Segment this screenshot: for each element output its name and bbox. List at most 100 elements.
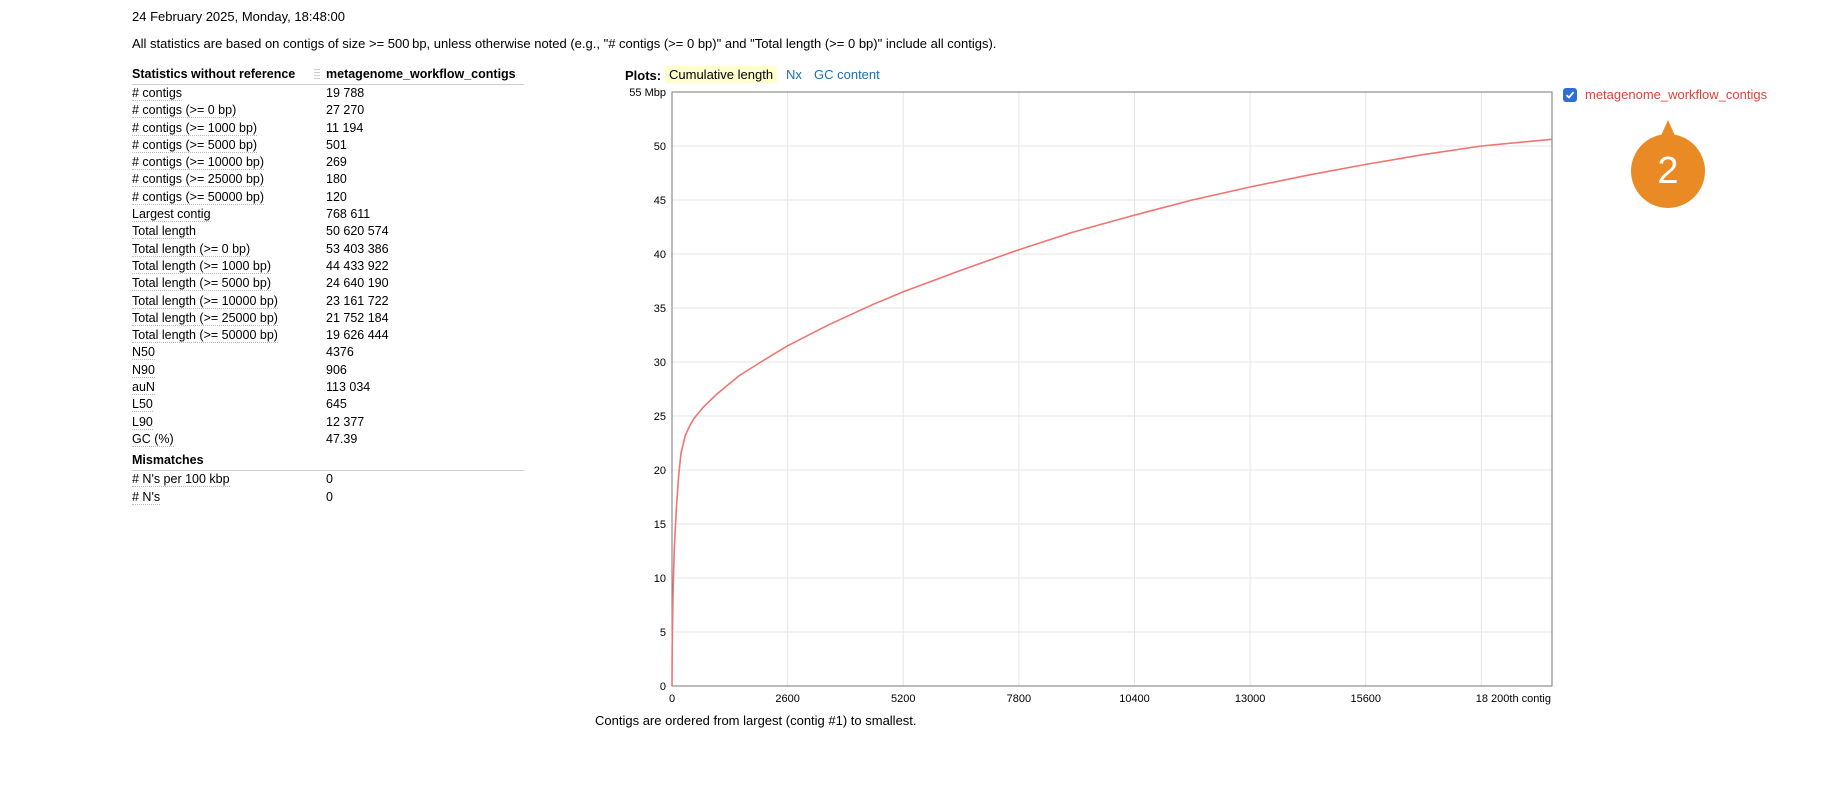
column-header-assembly[interactable]: metagenome_workflow_contigs	[326, 67, 516, 81]
y-tick-label: 0	[660, 681, 666, 693]
metric-value: 47.39	[326, 431, 358, 446]
metric-label[interactable]: L50	[132, 396, 153, 413]
metric-label-text: auN	[132, 380, 155, 396]
table-row: Total length 50 620 574	[132, 223, 524, 240]
table-row: auN 113 034	[132, 379, 524, 396]
statistics-table-header: Statistics without reference metagenome_…	[132, 67, 524, 85]
metric-label-text: Total length	[132, 224, 196, 240]
cumulative-length-chart: 0 5 10 15 20 25 30 35 40 45 50 55 Mbp 0 2600 5200 7800 1…	[629, 87, 1553, 705]
metric-value: 4376	[326, 345, 354, 360]
legend-checkbox[interactable]	[1563, 88, 1577, 102]
x-tick-label: 15600	[1350, 693, 1381, 705]
metric-label-text: L50	[132, 397, 153, 413]
metric-label[interactable]: # contigs (>= 0 bp)	[132, 102, 237, 119]
metric-value: 53 403 386	[326, 241, 389, 256]
metric-label[interactable]: # N's	[132, 489, 161, 506]
metric-label-text: N90	[132, 362, 155, 378]
table-row: # N's 0	[132, 489, 524, 506]
tab-cumulative-length[interactable]: Cumulative length	[665, 66, 778, 83]
metric-value: 19 626 444	[326, 328, 389, 343]
y-tick-label: 25	[654, 411, 666, 423]
x-tick-label: 18 200th contig	[1476, 693, 1551, 705]
badge-pointer	[1660, 120, 1676, 138]
table-row: Total length (>= 5000 bp) 24 640 190	[132, 275, 524, 292]
x-tick-label: 0	[669, 693, 675, 705]
column-drag-handle[interactable]	[314, 69, 320, 80]
tab-nx[interactable]: Nx	[786, 67, 802, 82]
metric-value: 645	[326, 397, 347, 412]
chart-caption: Contigs are ordered from largest (contig…	[595, 713, 917, 728]
metric-value: 0	[326, 472, 333, 487]
metric-label-text: Total length (>= 0 bp)	[132, 241, 251, 257]
metric-value: 906	[326, 362, 347, 377]
metric-label[interactable]: Total length	[132, 223, 196, 240]
y-tick-label: 35	[654, 303, 666, 315]
metric-label[interactable]: # contigs (>= 5000 bp)	[132, 137, 258, 154]
metric-label[interactable]: GC (%)	[132, 431, 174, 448]
table-row: GC (%) 47.39	[132, 431, 524, 448]
checkmark-icon	[1565, 91, 1575, 99]
metric-label-text: # contigs (>= 10000 bp)	[132, 155, 265, 171]
metric-label[interactable]: auN	[132, 379, 155, 396]
metric-value: 50 620 574	[326, 224, 389, 239]
metric-label-text: Total length (>= 5000 bp)	[132, 276, 271, 292]
metric-value: 0	[326, 489, 333, 504]
metric-label[interactable]: N90	[132, 362, 155, 379]
table-row: N50 4376	[132, 344, 524, 361]
metric-label[interactable]: # contigs	[132, 85, 183, 102]
metric-label[interactable]: Total length (>= 50000 bp)	[132, 327, 278, 344]
metric-label-text: # contigs (>= 0 bp)	[132, 103, 237, 119]
table-row: L90 12 377	[132, 414, 524, 431]
table-row: L50 645	[132, 396, 524, 413]
y-tick-label: 55 Mbp	[629, 87, 666, 99]
metric-label-text: Total length (>= 50000 bp)	[132, 328, 278, 344]
y-tick-label: 50	[654, 141, 666, 153]
metric-label[interactable]: # contigs (>= 25000 bp)	[132, 171, 265, 188]
plot-frame	[671, 91, 1553, 687]
table-row: # contigs (>= 10000 bp) 269	[132, 154, 524, 171]
metric-label[interactable]: Total length (>= 5000 bp)	[132, 275, 271, 292]
metric-value: 113 034	[326, 380, 371, 395]
metric-value: 44 433 922	[326, 258, 389, 273]
metric-label-text: GC (%)	[132, 431, 174, 447]
metric-label-text: # contigs (>= 50000 bp)	[132, 189, 265, 205]
legend-label[interactable]: metagenome_workflow_contigs	[1585, 87, 1768, 102]
metric-value: 23 161 722	[326, 293, 389, 308]
metric-label[interactable]: # contigs (>= 10000 bp)	[132, 154, 265, 171]
plots-label: Plots:	[625, 68, 662, 83]
table-row: Total length (>= 10000 bp) 23 161 722	[132, 293, 524, 310]
x-tick-label: 7800	[1007, 693, 1031, 705]
metric-label-text: Largest contig	[132, 207, 211, 223]
table-row: # contigs (>= 50000 bp) 120	[132, 189, 524, 206]
metric-label-text: # contigs (>= 5000 bp)	[132, 137, 258, 153]
metric-value: 12 377	[326, 414, 365, 429]
metric-value: 24 640 190	[326, 276, 389, 291]
metric-label-text: # N's	[132, 489, 161, 505]
metric-label[interactable]: N50	[132, 344, 155, 361]
metric-label[interactable]: Total length (>= 10000 bp)	[132, 293, 278, 310]
metric-label[interactable]: Total length (>= 0 bp)	[132, 241, 251, 258]
tab-gc-content[interactable]: GC content	[814, 67, 880, 82]
y-tick-label: 15	[654, 519, 666, 531]
y-tick-label: 20	[654, 465, 666, 477]
metric-value: 501	[326, 137, 347, 152]
metric-label[interactable]: # N's per 100 kbp	[132, 471, 230, 488]
metric-label-text: # contigs (>= 25000 bp)	[132, 172, 265, 188]
metric-label[interactable]: Total length (>= 25000 bp)	[132, 310, 278, 327]
metric-label[interactable]: # contigs (>= 1000 bp)	[132, 120, 258, 137]
table-row: # contigs 19 788	[132, 85, 524, 102]
metric-label-text: # contigs	[132, 86, 183, 101]
table-row: Total length (>= 50000 bp) 19 626 444	[132, 327, 524, 344]
statistics-note: All statistics are based on contigs of s…	[132, 36, 997, 51]
x-tick-label: 2600	[775, 693, 799, 705]
metric-label[interactable]: Largest contig	[132, 206, 211, 223]
metric-value: 120	[326, 189, 347, 204]
metric-label[interactable]: L90	[132, 414, 153, 431]
column-header-statistics: Statistics without reference	[132, 67, 296, 81]
table-row: # contigs (>= 1000 bp) 11 194	[132, 120, 524, 137]
metric-value: 269	[326, 155, 347, 170]
metric-label[interactable]: # contigs (>= 50000 bp)	[132, 189, 265, 206]
metric-value: 11 194	[326, 120, 364, 135]
metric-label[interactable]: Total length (>= 1000 bp)	[132, 258, 271, 275]
metric-label-text: Total length (>= 10000 bp)	[132, 293, 278, 309]
